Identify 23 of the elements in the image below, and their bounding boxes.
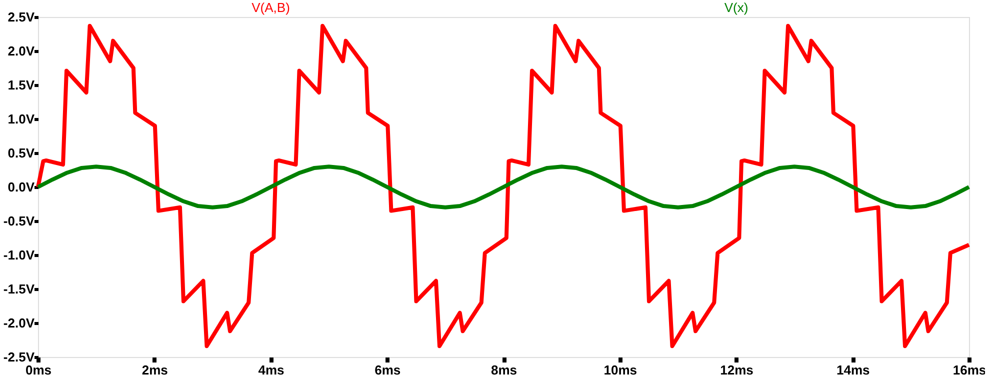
line-series [36,24,971,348]
y-tick-label: -1.0V [3,248,35,262]
y-tick-label: 0.5V [8,146,35,160]
y-tick-label: 2.0V [8,44,35,58]
x-tick-label: 12ms [720,362,754,378]
y-tick-label: 2.5V [8,10,35,24]
y-tick-label: -0.5V [3,214,35,228]
x-tick-label: 14ms [836,362,870,378]
text: V(x) [724,0,748,15]
x-tick-label: 10ms [604,362,637,378]
y-tick-label: -2.0V [3,316,35,330]
x-tick-label: 4ms [258,362,284,378]
y-tick-label: -1.5V [3,282,35,296]
y-tick-label: 1.0V [8,112,35,126]
x-tick-label: 8ms [490,362,518,378]
text: V(A,B) [252,0,290,15]
y-tick-label: 0.0V [8,180,35,194]
x-tick-label: 2ms [142,362,168,378]
y-tick-label: 1.5V [8,78,35,92]
line-series [36,164,971,210]
x-tick-label: 0ms [25,362,52,378]
x-tick-label: 6ms [374,362,401,378]
y-tick-label: -2.5V [3,350,35,364]
